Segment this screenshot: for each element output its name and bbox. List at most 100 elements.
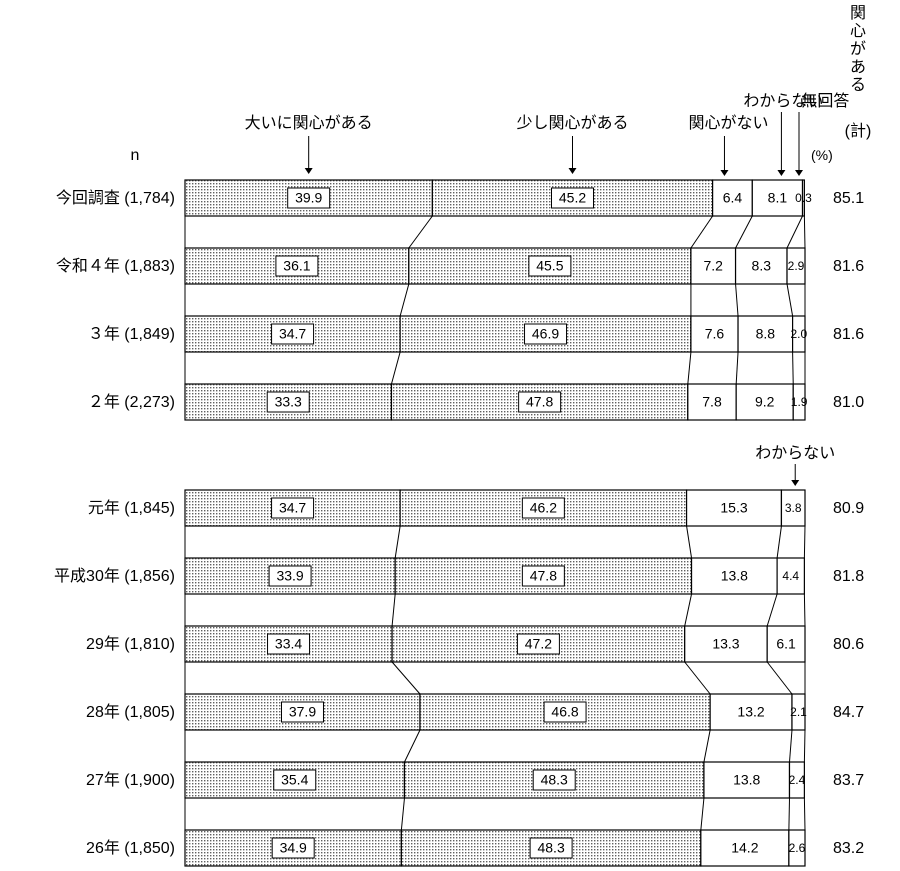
segment-value: 2.4 [789, 773, 806, 787]
row-total: 80.6 [833, 636, 864, 653]
row-total: 81.0 [833, 394, 864, 411]
segment-value: 45.2 [559, 190, 586, 206]
segment-value: 33.3 [275, 394, 302, 410]
segment-value: 8.3 [752, 258, 772, 274]
segment-value: 6.4 [723, 190, 743, 206]
row-total: 85.1 [833, 190, 864, 207]
connector-line [767, 594, 777, 626]
segment-value: 2.0 [790, 327, 807, 341]
arrowhead-icon [569, 168, 577, 174]
connector-line [787, 284, 793, 316]
segment-value: 48.3 [537, 840, 564, 856]
connector-line [804, 730, 805, 762]
row-label: 元年 (1,845) [88, 499, 175, 517]
row-label: 29年 (1,810) [86, 635, 175, 653]
header-interested-total: が [850, 40, 866, 58]
segment-value: 45.5 [536, 258, 563, 274]
segment-value: 34.9 [280, 840, 307, 856]
segment-value: 13.2 [737, 704, 764, 720]
connector-line [392, 662, 420, 694]
connector-line [804, 594, 805, 626]
header-percent: (%) [811, 147, 833, 163]
connector-line [395, 526, 400, 558]
segment-value: 7.2 [704, 258, 724, 274]
row-total: 84.7 [833, 704, 864, 721]
segment-value: 36.1 [283, 258, 310, 274]
arrowhead-icon [777, 170, 785, 176]
segment-value: 3.8 [785, 501, 802, 515]
header-n: n [131, 147, 140, 164]
row-total: 81.8 [833, 568, 864, 585]
connector-line [736, 352, 738, 384]
segment-value: 9.2 [755, 394, 775, 410]
segment-value: 6.1 [776, 636, 796, 652]
connector-line [804, 216, 805, 248]
segment-value: 13.3 [712, 636, 739, 652]
arrowhead-icon [791, 480, 799, 486]
segment-value: 47.8 [530, 568, 557, 584]
connector-line [787, 216, 803, 248]
connector-line [404, 730, 420, 762]
segment-value: 34.7 [279, 326, 306, 342]
segment-value: 13.8 [733, 772, 760, 788]
segment-value: 14.2 [731, 840, 758, 856]
segment-value: 7.6 [705, 326, 725, 342]
header-not-interested: 関心がない [688, 114, 768, 132]
segment-value: 47.2 [525, 636, 552, 652]
connector-line [736, 216, 753, 248]
stacked-bar-chart: 関心がある(計)n(%)大いに関心がある少し関心がある関心がないわからない無回答… [0, 0, 900, 871]
segment-value: 39.9 [295, 190, 322, 206]
connector-line [392, 594, 395, 626]
header-interested-total: る [850, 77, 866, 94]
segment-value: 15.3 [720, 500, 747, 516]
segment-value: 2.6 [789, 841, 806, 855]
connector-line [701, 798, 704, 830]
row-total: 80.9 [833, 500, 864, 517]
row-total: 81.6 [833, 258, 864, 275]
header-no-answer: 無回答 [801, 92, 849, 110]
connector-line [804, 526, 805, 558]
segment-value: 13.8 [721, 568, 748, 584]
connector-line [790, 730, 792, 762]
connector-line [401, 798, 404, 830]
header-interested-total: 心 [850, 22, 866, 40]
segment-value: 8.8 [756, 326, 776, 342]
arrowhead-icon [305, 168, 313, 174]
connector-line [804, 798, 805, 830]
segment-value: 4.4 [782, 569, 799, 583]
segment-value: 2.1 [790, 705, 807, 719]
segment-value: 46.8 [551, 704, 578, 720]
connector-line [391, 352, 400, 384]
segment-value: 33.9 [276, 568, 303, 584]
segment-value: 46.2 [530, 500, 557, 516]
row-total: 83.2 [833, 840, 864, 857]
connector-line [688, 352, 691, 384]
segment-value: 7.8 [702, 394, 722, 410]
connector-line [685, 594, 692, 626]
segment-value: 48.3 [541, 772, 568, 788]
row-label: 26年 (1,850) [86, 839, 175, 857]
connector-line [736, 284, 738, 316]
connector-line [685, 662, 710, 694]
segment-value: 33.4 [275, 636, 302, 652]
segment-value: 8.1 [768, 190, 788, 206]
connector-line [789, 798, 790, 830]
connector-line [793, 352, 794, 384]
row-label: 今回調査 (1,784) [56, 189, 175, 207]
segment-value: 37.9 [289, 704, 316, 720]
connector-line [691, 216, 713, 248]
header-interested-total: 関 [850, 5, 866, 22]
segment-value: 47.8 [526, 394, 553, 410]
connector-line [409, 216, 433, 248]
header-very-interested: 大いに関心がある [245, 114, 373, 132]
segment-value: 34.7 [279, 500, 306, 516]
connector-line [767, 662, 792, 694]
segment-value: 46.9 [532, 326, 559, 342]
segment-value: 35.4 [281, 772, 308, 788]
row-label: 28年 (1,805) [86, 703, 175, 721]
connector-line [400, 284, 409, 316]
header-dont-know-mid: わからない [755, 444, 835, 462]
arrowhead-icon [795, 170, 803, 176]
row-label: 令和４年 (1,883) [56, 257, 175, 275]
row-label: 平成30年 (1,856) [54, 567, 175, 585]
